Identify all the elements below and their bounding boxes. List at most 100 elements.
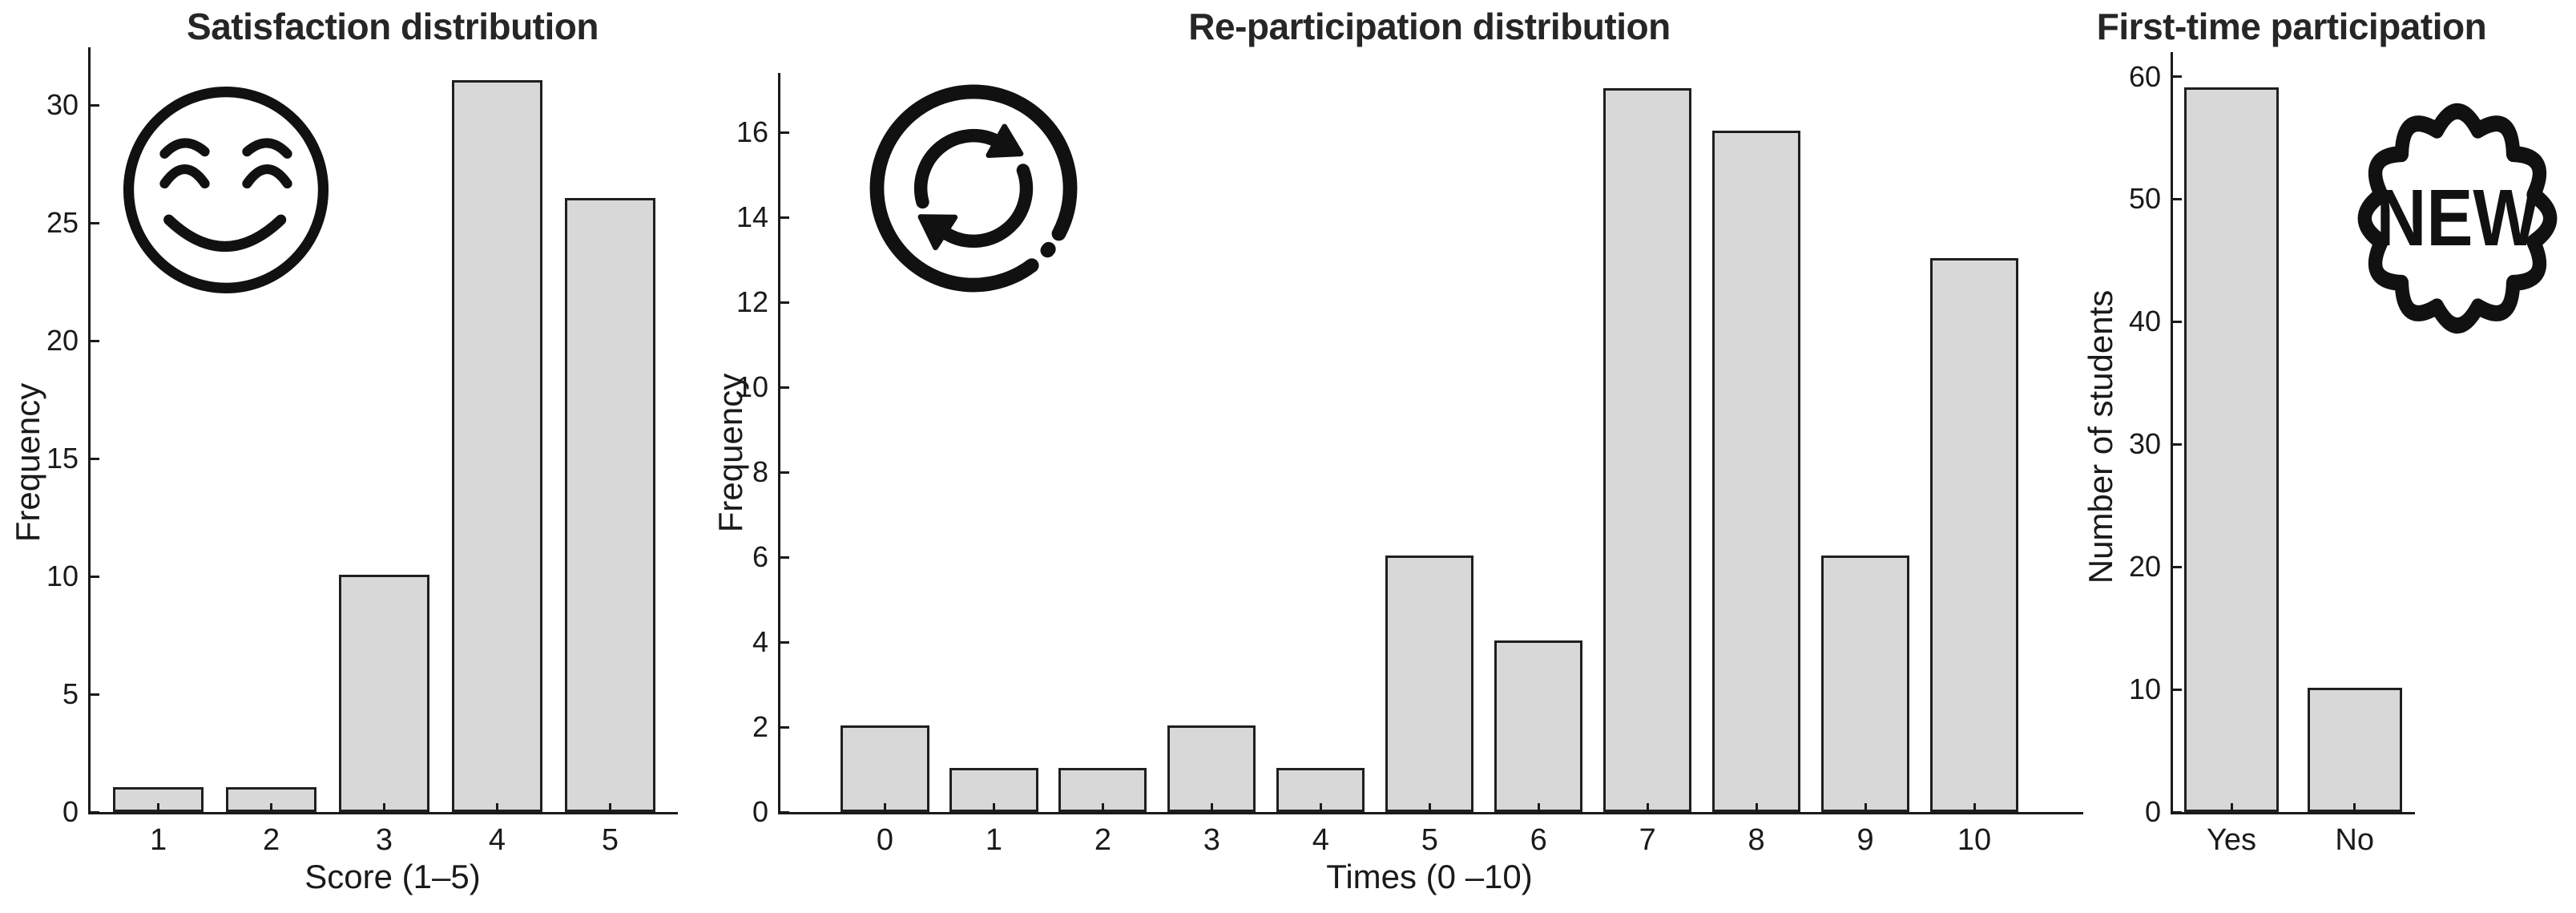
x-tick-mark <box>2353 803 2356 812</box>
plot-area-satisfaction: 0 5 10 15 20 25 30 1 2 3 4 5 <box>46 47 678 857</box>
y-tick-label: 8 <box>752 455 768 489</box>
x-tick-label: 3 <box>1203 823 1220 857</box>
bar <box>841 725 929 812</box>
y-tick-label: 50 <box>2128 182 2161 216</box>
y-tick-label: 30 <box>46 88 79 122</box>
y-axis-label-students: Number of students <box>2082 289 2119 584</box>
y-tick-mark <box>2173 442 2182 446</box>
bar <box>339 575 429 812</box>
y-tick-label: 0 <box>752 795 768 828</box>
y-tick-label: 20 <box>46 324 79 358</box>
y-tick-mark <box>780 725 789 729</box>
bar <box>1929 258 2019 812</box>
bar <box>452 79 542 812</box>
y-tick-mark <box>2173 197 2182 200</box>
x-tick-label: 5 <box>601 823 619 857</box>
badge-text: NEW <box>2376 172 2539 262</box>
x-tick-mark <box>1973 803 1976 812</box>
bar <box>1494 640 1583 812</box>
y-tick-mark <box>780 131 789 134</box>
x-tick-label: 0 <box>876 823 894 857</box>
y-tick-label: 20 <box>2128 550 2161 584</box>
y-tick-mark <box>91 810 99 814</box>
x-tick-mark <box>157 803 160 812</box>
x-tick-mark <box>1537 803 1540 812</box>
y-tick-label: 15 <box>46 442 79 475</box>
y-tick-mark <box>91 339 99 342</box>
x-tick-mark <box>1428 803 1431 812</box>
x-tick-label: 2 <box>262 823 280 857</box>
x-tick-label: 6 <box>1530 823 1547 857</box>
y-tick-label: 14 <box>736 200 768 234</box>
x-tick-label: 3 <box>375 823 393 857</box>
y-tick-mark <box>2173 810 2182 814</box>
x-tick-label: 4 <box>488 823 506 857</box>
y-tick-mark <box>2173 320 2182 323</box>
y-tick-mark <box>91 457 99 460</box>
bar <box>1712 131 1801 812</box>
y-tick-mark <box>780 555 789 559</box>
x-tick-mark <box>2230 803 2233 812</box>
chart-title-satisfaction: Satisfaction distribution <box>187 6 599 47</box>
bar <box>1385 555 1474 812</box>
x-tick-mark <box>1319 803 1322 812</box>
y-tick-label: 6 <box>752 540 768 574</box>
y-tick-mark <box>780 386 789 389</box>
x-tick-mark <box>1646 803 1649 812</box>
y-tick-mark <box>2173 688 2182 691</box>
x-tick-mark <box>884 803 886 812</box>
bar <box>1167 725 1256 812</box>
y-tick-label: 5 <box>62 677 79 711</box>
y-tick-mark <box>91 221 99 224</box>
x-tick-label: 5 <box>1421 823 1438 857</box>
y-tick-mark <box>780 640 789 644</box>
x-tick-mark <box>270 803 273 812</box>
y-axis-label-frequency: Frequency <box>9 382 46 543</box>
x-tick-mark <box>1755 803 1758 812</box>
y-tick-mark <box>780 216 789 219</box>
y-tick-label: 12 <box>736 285 768 319</box>
x-tick-mark <box>1101 803 1104 812</box>
bar <box>1603 88 1692 812</box>
bar <box>1821 555 1910 812</box>
y-tick-mark <box>2173 75 2182 79</box>
x-tick-label: 1 <box>149 823 167 857</box>
x-tick-label: 1 <box>985 823 1003 857</box>
x-tick-mark <box>1864 803 1867 812</box>
y-tick-mark <box>780 301 789 304</box>
x-tick-mark <box>1210 803 1213 812</box>
y-tick-label: 10 <box>736 370 768 404</box>
y-tick-label: 40 <box>2128 305 2161 338</box>
x-tick-label: 9 <box>1856 823 1874 857</box>
y-tick-mark <box>2173 565 2182 568</box>
x-tick-label: Yes <box>2207 823 2256 857</box>
x-tick-label: 8 <box>1748 823 1765 857</box>
y-tick-label: 0 <box>2144 795 2161 828</box>
plot-area-reparticipation: 0 2 4 6 8 10 12 14 16 0 1 2 3 4 5 6 7 8 9 10 <box>736 73 2083 857</box>
bar <box>2183 87 2280 812</box>
x-tick-label: 7 <box>1639 823 1656 857</box>
y-tick-label: 60 <box>2128 59 2161 93</box>
y-tick-label: 10 <box>46 560 79 593</box>
x-tick-mark <box>495 803 498 812</box>
smiling-face-icon <box>123 86 329 294</box>
x-axis-label-times: Times (0 –10) <box>1326 858 1533 895</box>
chart-title-reparticipation: Re-participation distribution <box>1188 6 1671 47</box>
y-tick-mark <box>780 471 789 474</box>
y-tick-label: 0 <box>62 795 79 828</box>
cycle-arrows-icon <box>869 84 1078 293</box>
x-tick-label: 2 <box>1094 823 1111 857</box>
x-tick-mark <box>383 803 385 812</box>
y-tick-label: 16 <box>736 115 768 149</box>
x-tick-label: 10 <box>1957 823 1992 857</box>
y-tick-mark <box>780 810 789 814</box>
x-tick-label: 4 <box>1312 823 1329 857</box>
x-tick-mark <box>608 803 611 812</box>
x-tick-mark <box>992 803 995 812</box>
x-axis-label-score: Score (1–5) <box>304 858 481 895</box>
y-tick-label: 10 <box>2128 673 2161 706</box>
plot-area-firsttime: 0 10 20 30 40 50 60 Yes No <box>2129 52 2415 857</box>
bar <box>565 197 655 812</box>
x-tick-label: No <box>2335 823 2374 857</box>
